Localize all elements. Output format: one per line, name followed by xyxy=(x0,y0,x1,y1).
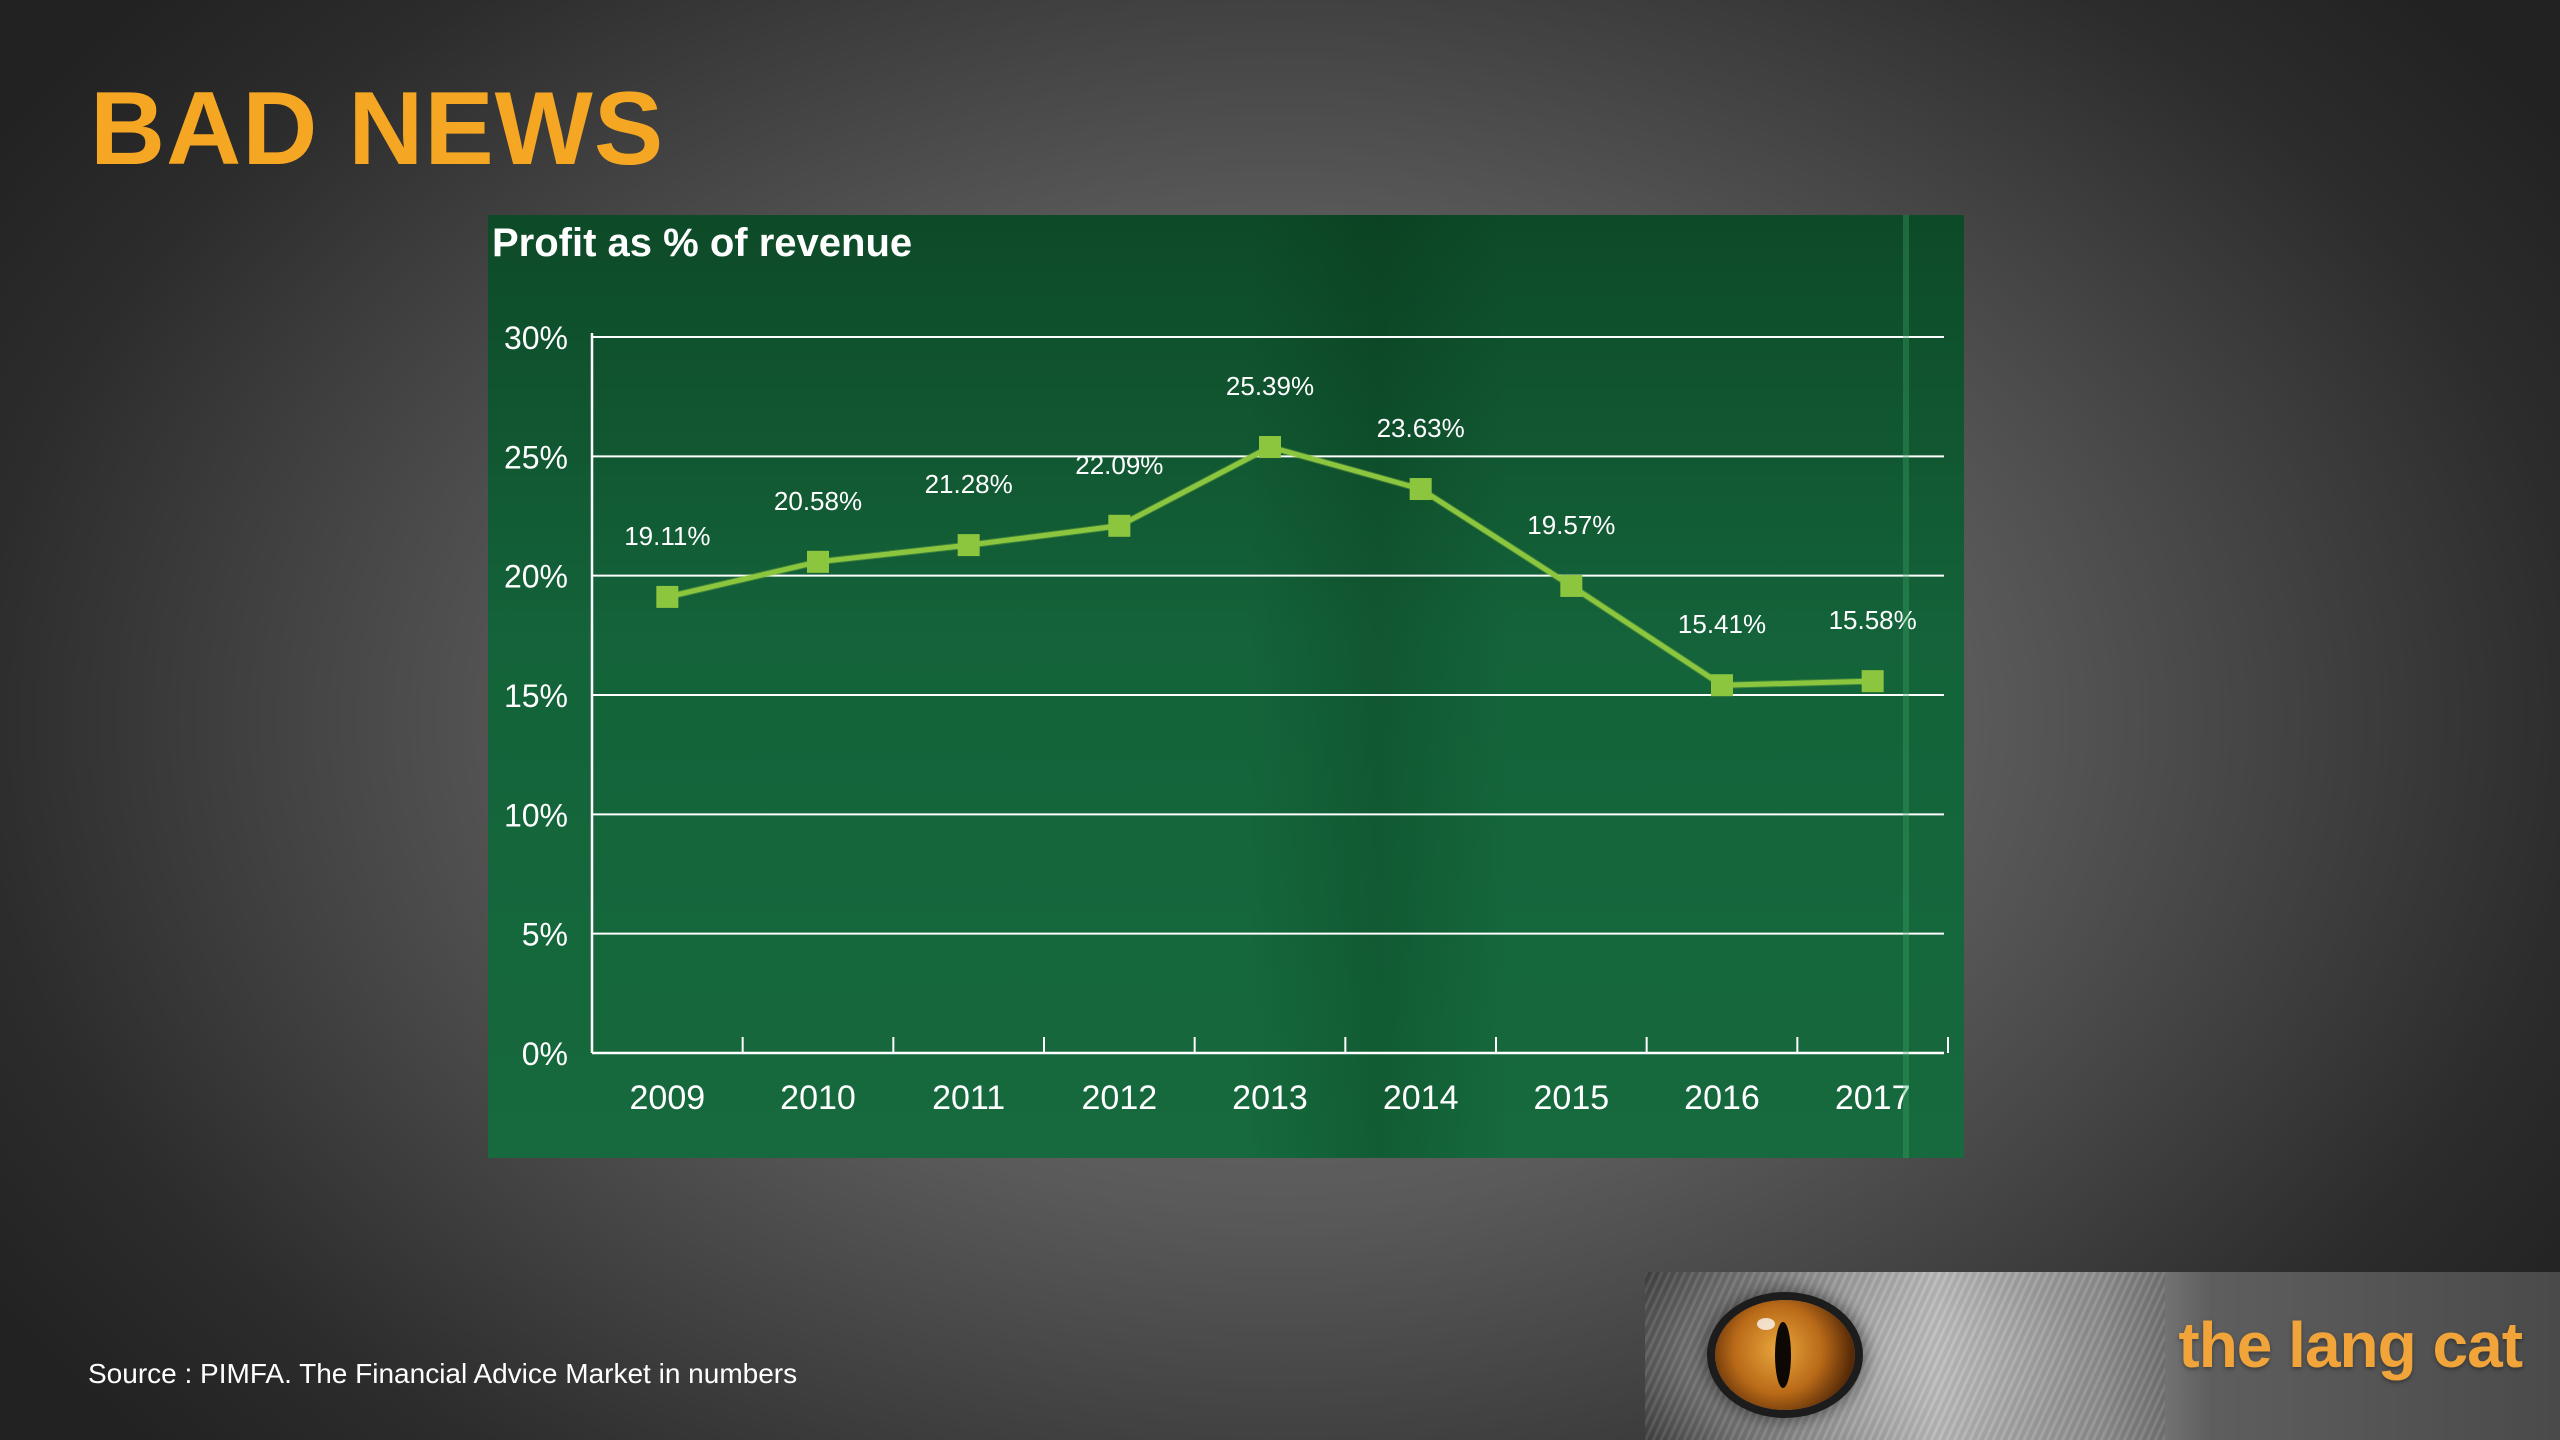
data-label: 25.39% xyxy=(1226,371,1314,401)
data-point xyxy=(1259,436,1281,459)
brand-logo: the lang cat xyxy=(1645,1272,2560,1440)
x-tick-label: 2015 xyxy=(1534,1079,1610,1117)
line-chart: 0% 5% 10% 15% 20% 25% 30% 2009 2010 2011 2012 2013 2… xyxy=(504,320,1949,1117)
data-point xyxy=(1560,574,1583,597)
y-tick-label: 15% xyxy=(504,678,568,714)
chart-panel: Profit as % of revenue 0% 5% 10% 15% 20% 25% 3… xyxy=(488,215,1964,1158)
x-tick-label: 2017 xyxy=(1835,1079,1911,1117)
chart-title: Profit as % of revenue xyxy=(492,221,913,265)
series-line xyxy=(666,444,1873,688)
data-label: 19.57% xyxy=(1527,510,1615,540)
cat-eye-icon xyxy=(1715,1300,1855,1410)
x-tick-label: 2016 xyxy=(1684,1079,1760,1117)
data-point xyxy=(957,534,980,557)
data-point xyxy=(1861,670,1884,693)
y-tick-label: 10% xyxy=(504,797,568,833)
data-label: 23.63% xyxy=(1377,413,1465,443)
cat-eye-glint xyxy=(1757,1318,1775,1330)
y-tick-label: 5% xyxy=(522,917,568,953)
data-label: 22.09% xyxy=(1075,450,1163,480)
y-tick-label: 20% xyxy=(504,559,568,595)
data-label: 21.28% xyxy=(925,469,1013,499)
data-label: 15.41% xyxy=(1678,609,1766,639)
data-point xyxy=(1108,514,1131,537)
series xyxy=(656,436,1884,697)
series-line-glow xyxy=(666,443,1873,689)
y-tick-label: 30% xyxy=(504,320,568,356)
data-point xyxy=(1409,478,1432,501)
data-label: 20.58% xyxy=(774,486,862,516)
y-tick-label: 25% xyxy=(504,439,568,475)
slide-title: BAD NEWS xyxy=(90,71,665,187)
axes: 0% 5% 10% 15% 20% 25% 30% 2009 2010 2011 2012 2013 2… xyxy=(504,320,1949,1117)
data-point xyxy=(807,550,829,573)
x-tick-label: 2013 xyxy=(1232,1079,1308,1117)
x-tick-label: 2011 xyxy=(932,1079,1005,1117)
cat-pupil xyxy=(1775,1322,1791,1388)
gridlines xyxy=(592,336,1944,935)
data-point xyxy=(656,585,679,608)
data-label: 15.58% xyxy=(1829,605,1917,635)
data-point xyxy=(1711,674,1733,697)
data-labels: 19.11% 20.58% 21.28% 22.09% 25.39% 23.63% 19.5… xyxy=(624,371,1917,639)
x-tick-label: 2012 xyxy=(1082,1079,1158,1117)
x-tick-label: 2009 xyxy=(630,1079,706,1117)
x-tick-label: 2014 xyxy=(1383,1079,1459,1117)
x-tick-label: 2010 xyxy=(780,1079,856,1117)
source-note: Source : PIMFA. The Financial Advice Mar… xyxy=(88,1358,798,1389)
logo-wordmark: the lang cat xyxy=(2178,1309,2523,1381)
data-label: 19.11% xyxy=(624,521,710,551)
y-tick-label: 0% xyxy=(522,1036,568,1072)
